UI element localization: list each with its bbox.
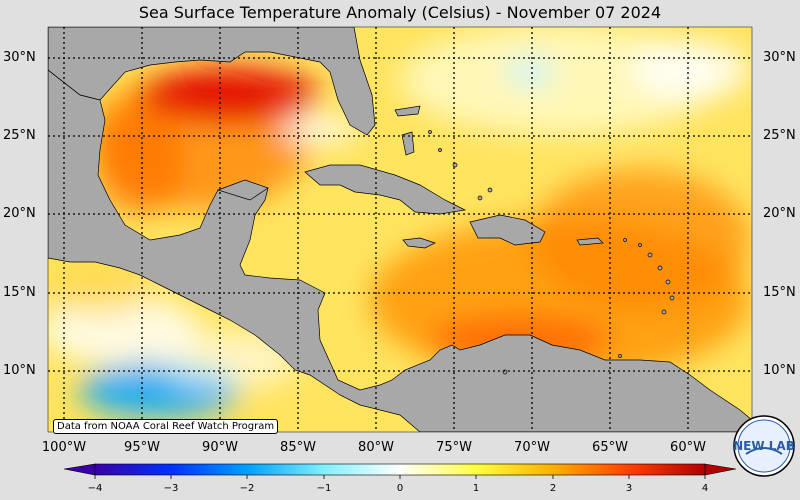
lab-logo: NEW LAB <box>733 415 795 477</box>
warm-anomaly-gulf-north <box>140 67 320 123</box>
lon-label-80: 80°W <box>358 440 394 455</box>
lat-label-left-20: 20°N <box>3 206 36 221</box>
land-jamaica <box>402 237 436 249</box>
lon-label-85: 85°W <box>280 440 316 455</box>
colorbar-tick-minus4: −4 <box>87 483 103 494</box>
lon-label-70: 70°W <box>514 440 550 455</box>
lat-label-left-25: 25°N <box>3 128 36 143</box>
colorbar-tick-4: 4 <box>701 483 709 494</box>
graticule-lines <box>48 27 752 432</box>
lon-label-65: 65°W <box>592 440 628 455</box>
lat-label-right-30: 30°N <box>763 50 796 65</box>
lon-label-75: 75°W <box>436 440 472 455</box>
land-mexico-central-america <box>48 27 752 432</box>
logo-text: NEW LAB <box>733 439 795 453</box>
lat-label-right-25: 25°N <box>763 128 796 143</box>
data-credit-label: Data from NOAA Coral Reef Watch Program <box>53 419 279 434</box>
land-hispaniola <box>469 214 546 246</box>
lon-label-90: 90°W <box>202 440 238 455</box>
land-usa <box>48 27 376 136</box>
colorbar-tick-2: 2 <box>549 483 557 494</box>
colorbar-tick-minus2: −2 <box>239 483 255 494</box>
lat-label-right-15: 15°N <box>763 285 796 300</box>
colorbar-tick-0: 0 <box>396 483 404 494</box>
lat-label-left-10: 10°N <box>3 363 36 378</box>
colorbar-tick-minus1: −1 <box>316 483 332 494</box>
colorbar <box>63 463 737 479</box>
colorbar-tick-minus3: −3 <box>163 483 179 494</box>
land-puerto-rico <box>576 237 604 246</box>
lon-label-60: 60°W <box>670 440 706 455</box>
lat-label-right-20: 20°N <box>763 206 796 221</box>
lon-label-100: 100°W <box>41 440 87 455</box>
land-masses <box>48 27 752 432</box>
map-title: Sea Surface Temperature Anomaly (Celsius… <box>138 3 662 22</box>
lon-label-95: 95°W <box>124 440 160 455</box>
lat-label-right-10: 10°N <box>763 363 796 378</box>
colorbar-tick-3: 3 <box>625 483 633 494</box>
colorbar-tick-1: 1 <box>472 483 480 494</box>
lat-label-left-15: 15°N <box>3 285 36 300</box>
lat-label-left-30: 30°N <box>3 50 36 65</box>
